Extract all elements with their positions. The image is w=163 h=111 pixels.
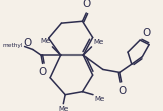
Text: methyl: methyl	[2, 43, 23, 48]
Text: Me: Me	[41, 38, 51, 44]
Text: Me: Me	[95, 96, 105, 102]
Text: Me: Me	[58, 106, 68, 111]
Text: O: O	[38, 67, 47, 77]
Text: O: O	[24, 38, 32, 48]
Text: Me: Me	[93, 39, 103, 45]
Text: O: O	[142, 28, 150, 38]
Text: O: O	[118, 86, 126, 96]
Text: O: O	[82, 0, 91, 9]
